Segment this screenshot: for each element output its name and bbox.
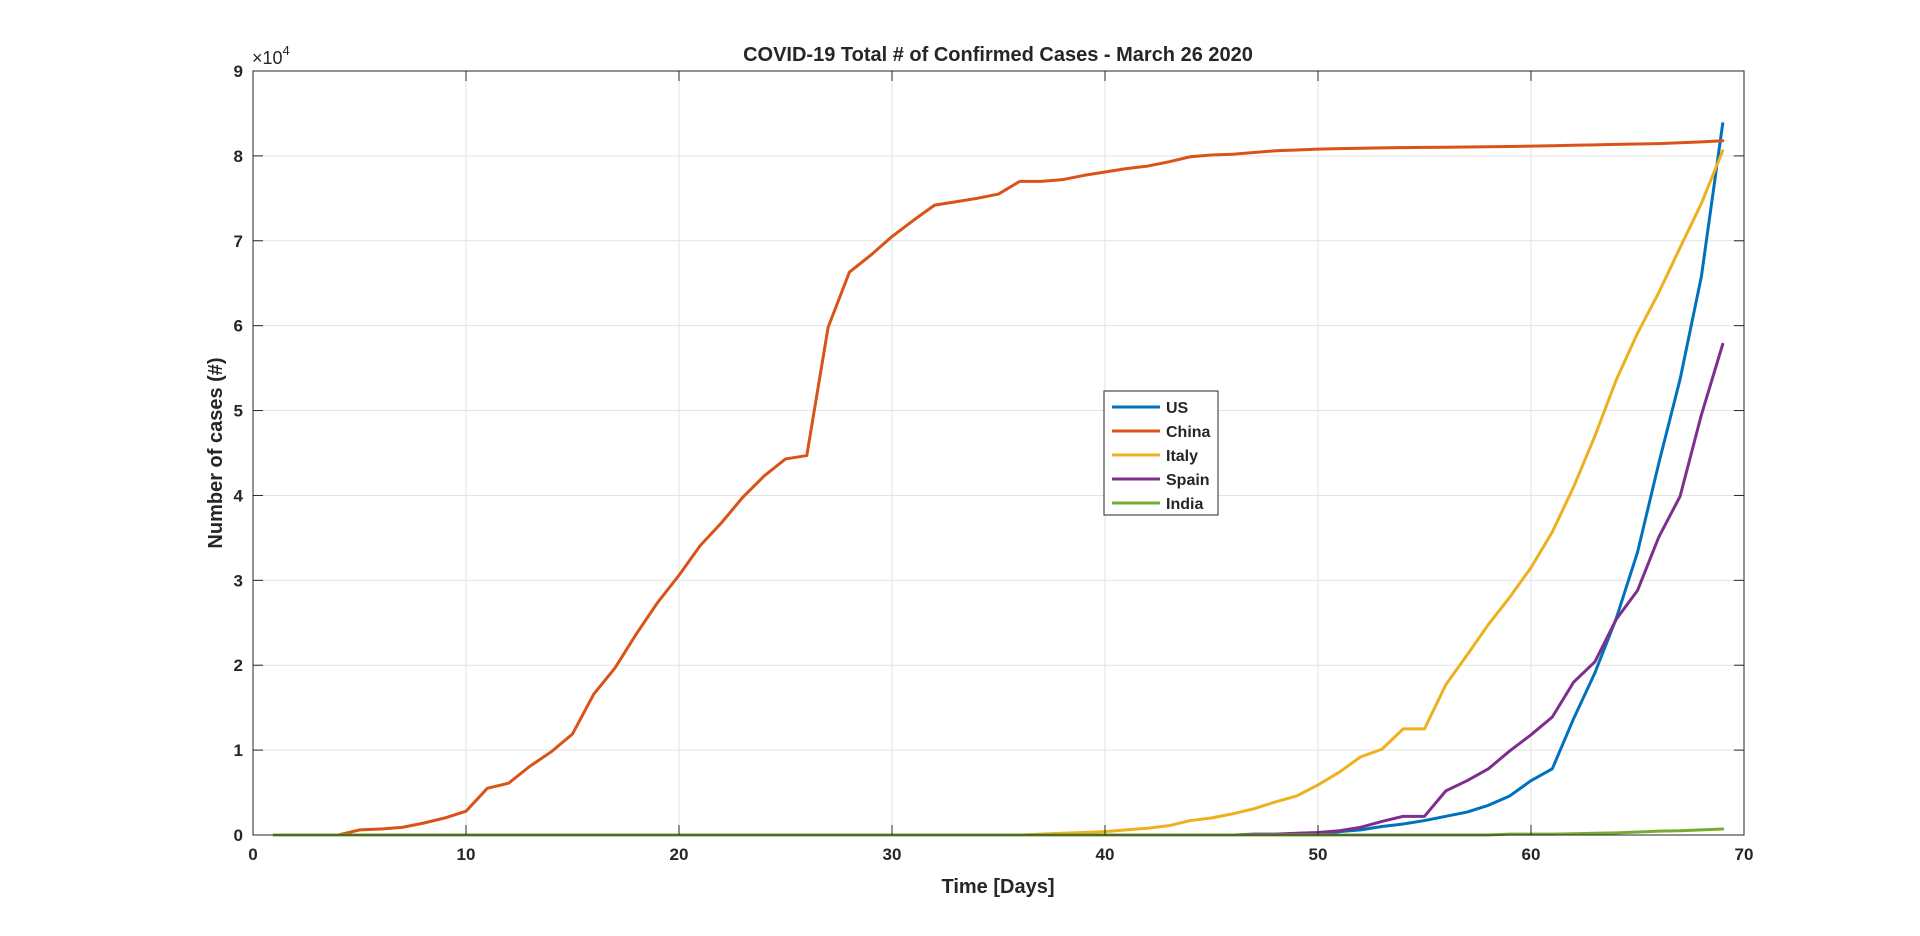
x-tick-label: 30 [883, 845, 902, 864]
plot-background [253, 71, 1744, 835]
y-tick-label: 2 [234, 656, 243, 675]
y-tick-label: 4 [234, 486, 244, 505]
legend-items: US China Italy Spain India [1112, 400, 1211, 513]
grid-lines [253, 71, 1744, 835]
y-exponent-power: 4 [283, 43, 290, 58]
y-tick-label: 7 [234, 232, 243, 251]
x-tick-label: 40 [1096, 845, 1115, 864]
legend-label-spain: Spain [1166, 472, 1210, 489]
legend-box [1103, 390, 1219, 516]
y-tick-label: 3 [234, 571, 243, 590]
legend-label-italy: Italy [1166, 448, 1198, 465]
x-axis-title: Time [Days] [941, 876, 1054, 898]
y-tick-label: 9 [234, 62, 243, 81]
x-tick-label: 10 [457, 845, 476, 864]
y-exponent-base: ×10 [252, 48, 283, 68]
x-tick-label: 70 [1735, 845, 1754, 864]
axis-ticks: 0 10 20 30 40 50 60 70 0 1 2 3 4 5 6 7 8 9 [234, 62, 1754, 864]
y-tick-label: 6 [234, 317, 243, 336]
y-tick-label: 0 [234, 826, 243, 845]
y-axis-title: Number of cases (#) [205, 357, 227, 548]
x-tick-label: 0 [248, 845, 257, 864]
legend-label-us: US [1166, 400, 1189, 417]
plot-frame [252, 70, 1745, 836]
x-tick-label: 50 [1309, 845, 1328, 864]
chart-title: COVID-19 Total # of Confirmed Cases - Ma… [743, 44, 1253, 66]
legend-label-china: China [1166, 424, 1211, 441]
legend: US China Italy Spain India [1103, 390, 1219, 516]
x-tick-label: 60 [1522, 845, 1541, 864]
series-line-china [272, 139, 1725, 837]
x-tick-label: 20 [670, 845, 689, 864]
y-tick-label: 5 [234, 402, 243, 421]
y-tick-label: 1 [234, 741, 243, 760]
y-exponent-label: ×104 [252, 43, 290, 68]
legend-label-india: India [1166, 496, 1203, 513]
y-tick-label: 8 [234, 147, 243, 166]
